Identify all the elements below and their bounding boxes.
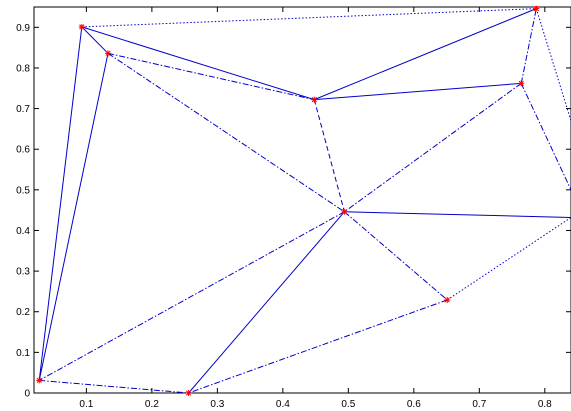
edges-layer bbox=[38, 8, 571, 394]
edge-7 bbox=[314, 8, 537, 101]
edge-17 bbox=[188, 211, 345, 394]
edge-13 bbox=[535, 8, 571, 121]
x-tick-label-5: 0.6 bbox=[407, 399, 421, 410]
data-point-5 bbox=[341, 208, 348, 215]
edge-14 bbox=[344, 211, 571, 218]
x-tick-label-4: 0.5 bbox=[341, 399, 355, 410]
x-tick-label-6: 0.7 bbox=[472, 399, 486, 410]
y-tick-label-1: 0.1 bbox=[16, 348, 30, 359]
edge-9 bbox=[313, 99, 345, 212]
y-tick-label-3: 0.3 bbox=[16, 267, 30, 278]
data-point-2 bbox=[311, 96, 318, 103]
edge-18 bbox=[446, 217, 571, 301]
y-tick-label-8: 0.8 bbox=[16, 63, 30, 74]
data-point-7 bbox=[36, 377, 43, 384]
x-tick-label-7: 0.8 bbox=[538, 399, 552, 410]
x-axis: 0.1 0.2 0.3 0.4 0.5 0.6 0.7 0.8 bbox=[79, 7, 552, 410]
edge-15 bbox=[344, 211, 448, 301]
edge-10 bbox=[520, 8, 537, 84]
y-tick-label-7: 0.7 bbox=[16, 104, 30, 115]
edge-19 bbox=[188, 299, 448, 394]
plot-area-frame bbox=[33, 6, 571, 394]
edge-4 bbox=[38, 53, 109, 381]
y-tick-label-6: 0.6 bbox=[16, 145, 30, 156]
edge-16 bbox=[38, 211, 345, 381]
data-point-6 bbox=[444, 296, 451, 303]
edge-3 bbox=[38, 26, 83, 381]
x-tick-label-0: 0.1 bbox=[79, 399, 93, 410]
edge-5 bbox=[107, 52, 315, 101]
edge-8 bbox=[314, 82, 522, 101]
edge-0 bbox=[81, 8, 537, 28]
edge-20 bbox=[39, 379, 189, 394]
edge-1 bbox=[81, 26, 109, 54]
x-tick-label-3: 0.4 bbox=[276, 399, 290, 410]
edge-12 bbox=[520, 83, 571, 191]
y-axis: 0 0.1 0.2 0.3 0.4 0.5 0.6 0.7 0.8 0.9 bbox=[16, 23, 571, 400]
data-point-3 bbox=[518, 80, 525, 87]
edge-11 bbox=[344, 82, 522, 213]
x-tick-label-1: 0.2 bbox=[145, 399, 159, 410]
edge-2 bbox=[81, 26, 315, 101]
data-point-1 bbox=[105, 50, 112, 57]
y-tick-label-2: 0.2 bbox=[16, 307, 30, 318]
data-point-4 bbox=[533, 5, 540, 12]
x-tick-label-2: 0.3 bbox=[210, 399, 224, 410]
y-tick-label-9: 0.9 bbox=[16, 23, 30, 34]
data-point-0 bbox=[78, 23, 85, 30]
edge-6 bbox=[107, 52, 345, 213]
y-tick-label-4: 0.4 bbox=[16, 226, 30, 237]
y-tick-label-0: 0 bbox=[24, 389, 30, 400]
data-point-8 bbox=[185, 390, 192, 396]
points-layer bbox=[36, 5, 540, 396]
y-tick-label-5: 0.5 bbox=[16, 185, 30, 196]
